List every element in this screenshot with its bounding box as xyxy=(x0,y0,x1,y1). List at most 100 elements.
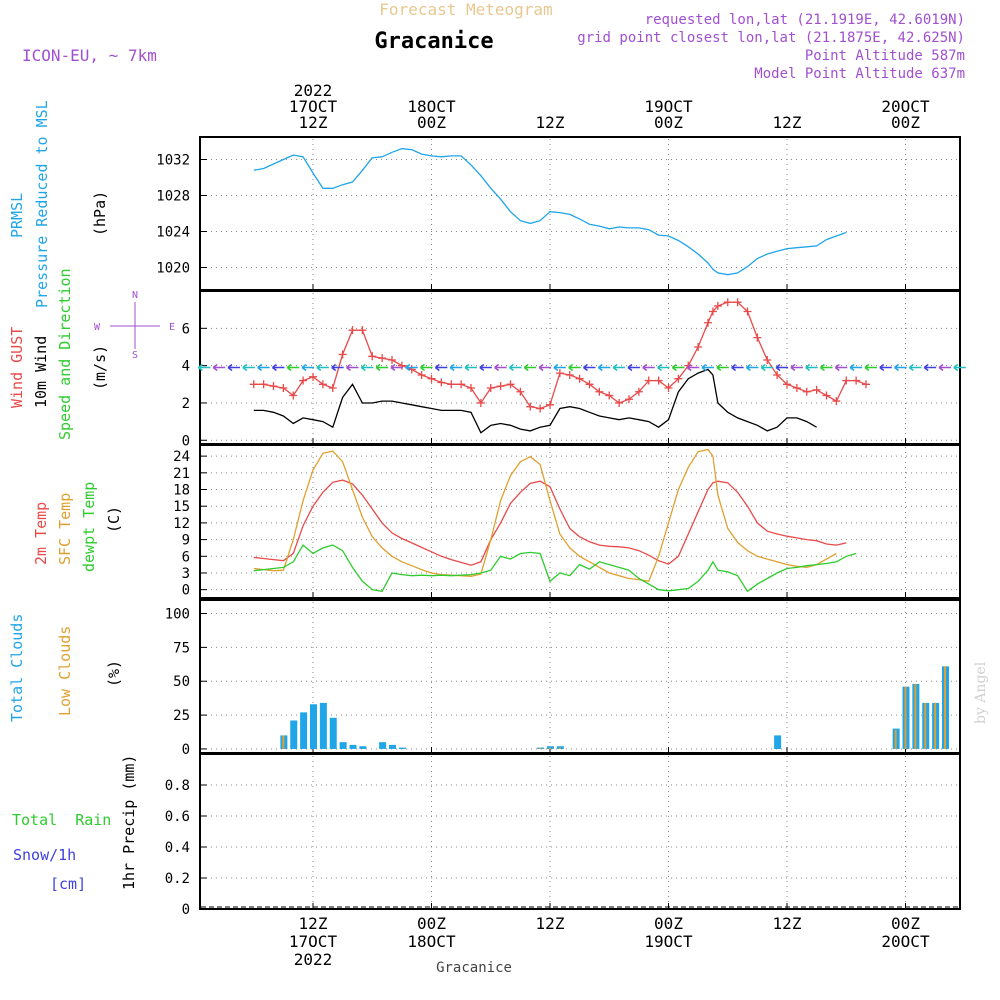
gust-line xyxy=(253,301,867,410)
gust-point xyxy=(427,374,436,383)
gust-point xyxy=(309,372,317,381)
y-tick-label: 0 xyxy=(182,583,190,599)
snow-label: Snow/1h xyxy=(13,846,76,864)
time-label-top: 20OCT xyxy=(881,97,930,116)
wind-direction-arrow xyxy=(523,363,537,372)
gust-point xyxy=(792,384,801,393)
wind-direction-arrow xyxy=(227,363,240,372)
time-label-top: 12Z xyxy=(536,113,565,132)
gust-point xyxy=(634,387,643,396)
time-label-bottom: 17OCT xyxy=(289,932,338,951)
compass-w-label: W xyxy=(94,322,101,333)
time-label-top: 17OCT xyxy=(289,97,338,116)
y-tick-label: 4 xyxy=(182,359,190,375)
low-cloud-bar xyxy=(924,702,927,749)
compass-rose: N S W E xyxy=(94,290,175,361)
total-cloud-bar xyxy=(349,744,357,749)
time-label-top: 00Z xyxy=(891,113,920,132)
gust-point xyxy=(664,384,673,393)
prmsl-line xyxy=(253,148,847,276)
y-tick-label: 12 xyxy=(173,516,190,532)
wind-direction-arrow xyxy=(657,363,670,372)
y-tick-label: 75 xyxy=(173,640,190,656)
gust-point xyxy=(318,380,327,389)
y-tick-label: 3 xyxy=(182,566,190,582)
gust-point xyxy=(338,350,347,359)
gust-point xyxy=(437,378,446,387)
wind-unit: (m/s) xyxy=(91,345,109,390)
wind-direction-arrow xyxy=(316,363,329,372)
wind-direction-arrow xyxy=(434,363,448,372)
gust-point xyxy=(555,369,564,378)
gust-point xyxy=(708,307,717,316)
gust-label: Wind GUST xyxy=(8,327,26,408)
y-tick-label: 1024 xyxy=(156,225,190,241)
wind-direction-arrow xyxy=(553,363,566,372)
gust-point xyxy=(467,384,475,393)
sfc-temp-label: SFC Temp xyxy=(56,493,74,565)
y-tick-label: 0 xyxy=(182,742,190,758)
time-label-bottom: 12Z xyxy=(773,914,802,933)
low-cloud-bar xyxy=(539,747,542,749)
total-cloud-bar xyxy=(319,702,327,749)
gust-point xyxy=(328,384,337,393)
compass-n-label: N xyxy=(132,290,138,301)
wind-direction-arrow xyxy=(671,363,685,372)
wind-direction-arrow xyxy=(775,363,789,372)
wind-speed-line xyxy=(253,368,817,434)
time-label-bottom: 00Z xyxy=(417,914,446,933)
pressure-panel: 1020 1024 1028 1032 PRMSL Pressure Reduced … xyxy=(8,100,961,308)
wind-label: 10m Wind xyxy=(32,336,50,408)
wind-direction-arrow xyxy=(938,363,951,372)
dewpt-label: dewpt Temp xyxy=(80,482,98,572)
gust-point xyxy=(358,326,367,335)
requested-coords: requested lon,lat (21.1919E, 42.6019N) xyxy=(645,12,965,28)
y-tick-label: 0.8 xyxy=(165,778,190,794)
time-label-bottom: 12Z xyxy=(536,914,565,933)
wind-direction-arrow xyxy=(212,363,226,372)
gust-point xyxy=(802,387,811,396)
wind-direction-arrow xyxy=(405,363,418,372)
wind-direction-arrow xyxy=(642,363,655,372)
y-tick-label: 25 xyxy=(173,708,190,724)
prmsl-label: PRMSL xyxy=(8,193,26,238)
time-label-bottom: 2022 xyxy=(294,950,333,969)
wind-direction-arrow xyxy=(331,363,344,372)
wind-dir-label: Speed and Direction xyxy=(56,268,74,440)
low-cloud-bar xyxy=(549,747,551,749)
gust-point xyxy=(862,380,870,389)
wind-direction-arrow xyxy=(538,363,552,372)
y-tick-label: 24 xyxy=(173,449,190,465)
gust-point xyxy=(526,402,535,411)
gust-point xyxy=(368,352,377,361)
low-cloud-bar xyxy=(282,735,285,749)
wind-direction-arrow xyxy=(790,363,803,372)
time-label-top: 19OCT xyxy=(644,97,693,116)
low-cloud-bar xyxy=(914,683,917,749)
gust-point xyxy=(743,307,752,316)
compass-e-label: E xyxy=(169,322,175,333)
y-tick-label: 0.2 xyxy=(165,871,190,887)
gust-point xyxy=(585,380,594,389)
gust-point xyxy=(565,370,574,379)
gust-point xyxy=(457,380,466,389)
precip-frame xyxy=(199,753,961,910)
wind-direction-arrow xyxy=(286,363,300,372)
time-label-bottom: 20OCT xyxy=(881,932,930,951)
precip-unit: 1hr Precip (mm) xyxy=(120,755,138,890)
wind-direction-arrow xyxy=(879,363,892,372)
wind-direction-arrow xyxy=(820,363,833,372)
precip-panel: 0 0.2 0.4 0.6 0.8 Total Rain Snow/1h [cm] 1h… xyxy=(12,753,961,918)
wind-direction-arrow xyxy=(271,363,285,372)
total-cloud-bar xyxy=(290,720,298,749)
gust-point xyxy=(842,376,851,385)
y-tick-label: 0.6 xyxy=(165,809,190,825)
y-tick-label: 0 xyxy=(182,902,190,918)
wind-direction-arrow xyxy=(479,363,492,372)
wind-direction-arrow xyxy=(834,363,848,372)
wind-direction-arrow xyxy=(805,363,818,372)
gust-point xyxy=(773,370,782,379)
